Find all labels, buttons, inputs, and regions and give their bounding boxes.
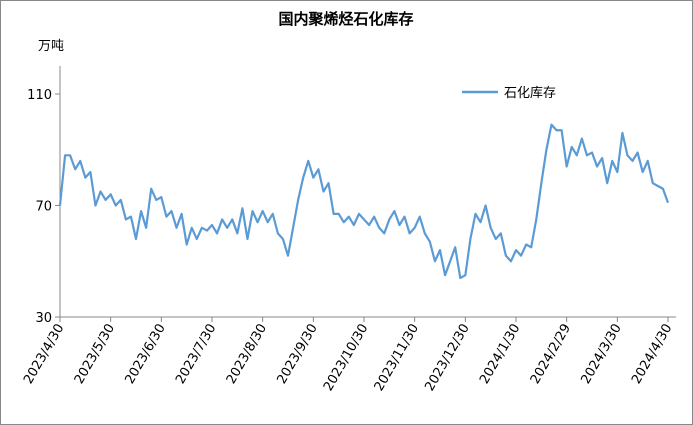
y-tick-label: 30 — [35, 311, 52, 326]
y-tick-label: 70 — [35, 200, 52, 215]
chart-title: 国内聚烯烃石化库存 — [278, 10, 413, 28]
y-axis-label: 万吨 — [38, 39, 64, 54]
y-tick-label: 110 — [27, 88, 52, 103]
series-line — [58, 123, 670, 280]
legend-label: 石化库存 — [504, 85, 556, 101]
